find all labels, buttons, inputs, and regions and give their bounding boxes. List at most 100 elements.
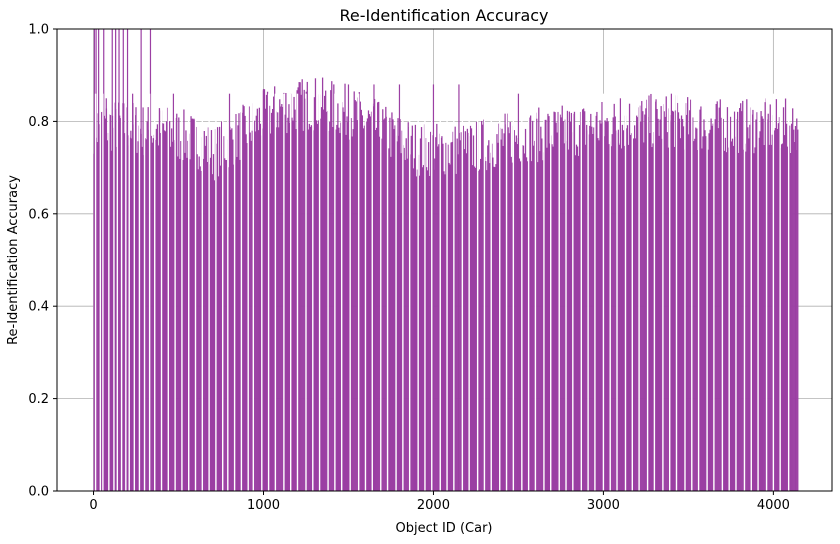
bar-137 [233,164,235,491]
bar-396 [497,142,499,491]
bar-462 [564,119,566,492]
bar-219 [316,123,319,492]
bar-590 [695,127,697,492]
bar-5 [98,124,100,491]
bar-213 [310,125,313,492]
spike-bar-15 [262,89,265,491]
bar-30 [124,133,126,491]
bar-536 [640,121,642,491]
bar-664 [770,144,772,491]
y-tick-label-1: 0.2 [28,392,49,407]
bar-613 [718,107,720,491]
bar-472 [574,155,577,491]
bar-25 [119,115,121,491]
bar-517 [620,148,623,491]
bar-63 [157,145,160,492]
bar-gap-78 [624,93,627,492]
bar-gap-21 [208,93,210,492]
bar-511 [614,116,616,491]
bar-672 [778,117,781,491]
y-tick-label-5: 1.0 [28,23,49,38]
bar-190 [287,117,289,491]
bar-184 [281,104,283,491]
bar-473 [575,144,578,491]
bar-529 [632,138,635,492]
bar-493 [596,111,598,491]
bar-65 [159,132,162,491]
bar-206 [303,89,305,492]
bar-548 [652,143,654,491]
bar-95 [190,116,192,492]
bar-466 [568,111,571,491]
bar-52 [146,121,148,491]
bar-161 [257,130,259,491]
bar-257 [355,101,357,492]
bar-278 [377,102,379,491]
bar-357 [457,154,459,492]
bar-461 [563,143,565,491]
bar-501 [604,120,606,492]
bar-592 [697,150,699,491]
bar-385 [486,170,488,492]
bar-547 [651,147,653,491]
bar-gap-92 [728,93,730,492]
bar-gap-75 [602,93,605,492]
bar-541 [645,108,647,491]
bar-400 [501,128,503,491]
bar-583 [688,134,690,491]
bar-312 [411,125,413,491]
bar-287 [386,116,388,491]
spike-bar-7 [118,29,120,491]
bar-gap-25 [233,93,236,492]
bar-661 [767,113,769,491]
bar-241 [339,133,341,491]
bar-640 [746,99,748,492]
bar-gap-94 [743,93,746,492]
bar-124 [219,165,222,491]
bar-415 [516,144,519,491]
spike-bar-16 [347,84,350,491]
bar-635 [741,111,743,492]
bar-275 [373,98,376,491]
bar-gap-84 [668,93,671,492]
bar-519 [622,130,625,492]
bar-gap-59 [483,93,486,492]
x-tick-label-2: 2000 [417,498,450,513]
bar-gap-91 [721,93,724,492]
bar-637 [743,149,745,491]
bar-225 [322,109,325,491]
bar-372 [472,135,475,491]
spike-bar-13 [172,93,175,492]
bar-471 [573,111,576,492]
bar-363 [463,149,465,491]
bar-gap-40 [340,93,343,492]
bar-128 [224,158,226,491]
bar-47 [141,146,143,492]
bar-81 [176,113,178,492]
bar-532 [636,115,638,491]
bar-421 [522,145,525,491]
bar-585 [690,99,692,491]
bar-618 [723,150,726,492]
bar-438 [540,126,542,492]
bar-gap-83 [662,93,664,492]
bar-512 [615,130,617,492]
bar-475 [577,155,580,491]
spike-bar-22 [619,98,622,492]
bar-667 [773,130,775,491]
bar-323 [422,165,425,492]
bar-632 [738,152,740,491]
bar-572 [676,102,679,491]
bar-107 [202,158,204,491]
bar-574 [678,118,681,492]
bar-263 [361,115,364,492]
bar-159 [255,115,257,491]
bar-gap-73 [587,93,589,492]
bar-467 [569,121,572,491]
bar-74 [169,121,171,492]
bar-41 [135,107,137,491]
bar-495 [598,140,600,491]
bar-391 [492,157,494,491]
bar-399 [500,139,502,491]
bar-413 [514,141,516,491]
